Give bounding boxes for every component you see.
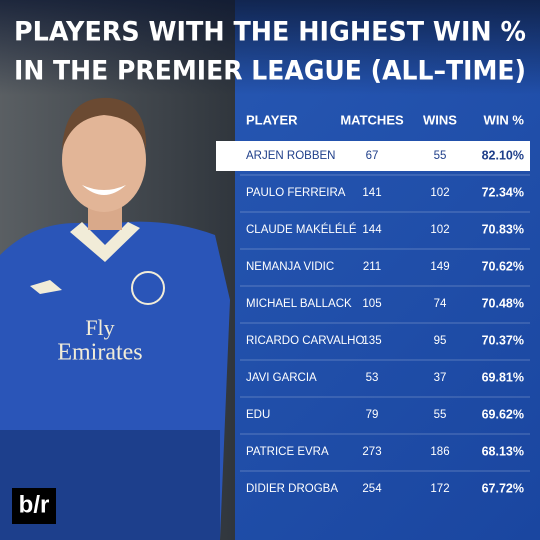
table-cell: 37 — [434, 372, 447, 384]
table-cell: MICHAEL BALLACK — [246, 298, 352, 310]
table-cell: NEMANJA VIDIC — [246, 261, 334, 273]
table-row: EDU 79 55 69.62% — [240, 396, 530, 421]
table-cell: 102 — [430, 224, 449, 236]
table-cell: 74 — [434, 298, 447, 310]
table: PLAYER MATCHES WINS WIN % ARJEN ROBBEN 67 55 82… — [216, 112, 530, 495]
shirt-text: Emirates — [57, 340, 142, 366]
table-cell: 53 — [366, 372, 379, 384]
table-cell: 69.81% — [482, 370, 524, 384]
table-cell: 254 — [362, 483, 382, 495]
table-row: CLAUDE MAKÉLÉLÉ 144 102 70.83% — [240, 211, 530, 236]
title-line: IN THE PREMIER LEAGUE (ALL–TIME) — [14, 56, 526, 87]
table-cell: 95 — [434, 335, 447, 347]
column-header: WIN % — [484, 112, 525, 127]
table-cell: 141 — [362, 187, 381, 199]
table-cell: EDU — [246, 409, 270, 421]
table-cell: 55 — [434, 409, 447, 421]
table-cell: 135 — [362, 335, 381, 347]
table-cell: 70.62% — [482, 259, 524, 273]
table-cell: 55 — [434, 150, 447, 162]
table-cell: 273 — [362, 446, 381, 458]
table-row: PATRICE EVRA 273 186 68.13% — [240, 433, 530, 458]
table-row: DIDIER DROGBA 254 172 67.72% — [240, 470, 530, 495]
table-cell: 69.62% — [482, 407, 524, 421]
table-cell: 102 — [430, 187, 449, 199]
table-cell: 70.83% — [482, 222, 524, 236]
table-cell: CLAUDE MAKÉLÉLÉ — [246, 223, 357, 236]
table-cell: 105 — [362, 298, 381, 310]
table-cell: DIDIER DROGBA — [246, 483, 338, 495]
table-cell: 79 — [366, 409, 379, 421]
table-cell: 82.10% — [482, 148, 524, 162]
table-cell: PATRICE EVRA — [246, 446, 329, 458]
table-cell: 144 — [362, 224, 382, 236]
logo-box — [12, 488, 56, 524]
table-cell: 70.37% — [482, 333, 524, 347]
logo: b/r — [19, 491, 50, 518]
table-cell: 172 — [430, 483, 449, 495]
table-cell: ARJEN ROBBEN — [246, 150, 335, 162]
table-row: MICHAEL BALLACK 105 74 70.48% — [240, 285, 530, 310]
column-header: PLAYER — [246, 112, 298, 127]
table-cell: 186 — [430, 446, 449, 458]
table-cell: 68.13% — [482, 444, 524, 458]
table-row: PAULO FERREIRA 141 102 72.34% — [240, 174, 530, 199]
table-row: NEMANJA VIDIC 211 149 70.62% — [240, 248, 530, 273]
column-header: WINS — [423, 112, 457, 127]
table-row: ARJEN ROBBEN 67 55 82.10% — [216, 141, 530, 171]
table-cell: 72.34% — [482, 185, 524, 199]
table-cell: 67.72% — [482, 481, 524, 495]
table-row: JAVI GARCIA 53 37 69.81% — [240, 359, 530, 384]
title-line: PLAYERS WITH THE HIGHEST WIN % — [14, 17, 526, 48]
title-backdrop — [0, 0, 540, 95]
row-highlight — [216, 141, 530, 171]
table-cell: JAVI GARCIA — [246, 372, 317, 384]
column-header: MATCHES — [340, 112, 404, 127]
table-cell: PAULO FERREIRA — [246, 187, 346, 199]
shirt-text: Fly — [85, 315, 114, 340]
table-cell: 211 — [363, 261, 381, 273]
table-cell: RICARDO CARVALHO — [246, 335, 364, 347]
table-cell: 67 — [366, 150, 379, 162]
table-cell: 70.48% — [482, 296, 524, 310]
table-cell: 149 — [430, 261, 449, 273]
